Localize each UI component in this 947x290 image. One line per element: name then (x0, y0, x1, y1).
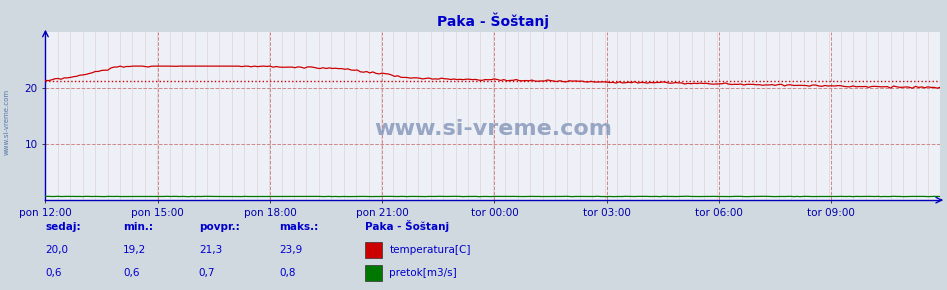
Text: www.si-vreme.com: www.si-vreme.com (4, 89, 9, 155)
Text: 23,9: 23,9 (279, 245, 303, 255)
Text: pretok[m3/s]: pretok[m3/s] (389, 268, 457, 278)
Text: 20,0: 20,0 (45, 245, 68, 255)
Text: sedaj:: sedaj: (45, 222, 81, 232)
Text: www.si-vreme.com: www.si-vreme.com (374, 119, 612, 139)
Text: 0,6: 0,6 (123, 269, 139, 278)
Text: 0,7: 0,7 (199, 269, 215, 278)
Text: 21,3: 21,3 (199, 245, 223, 255)
Text: 0,8: 0,8 (279, 269, 295, 278)
Text: min.:: min.: (123, 222, 153, 232)
Title: Paka - Šoštanj: Paka - Šoštanj (437, 13, 549, 29)
Text: 19,2: 19,2 (123, 245, 147, 255)
Text: povpr.:: povpr.: (199, 222, 240, 232)
Text: Paka - Šoštanj: Paka - Šoštanj (365, 220, 449, 232)
Text: temperatura[C]: temperatura[C] (389, 245, 471, 255)
Text: maks.:: maks.: (279, 222, 318, 232)
Text: 0,6: 0,6 (45, 269, 62, 278)
